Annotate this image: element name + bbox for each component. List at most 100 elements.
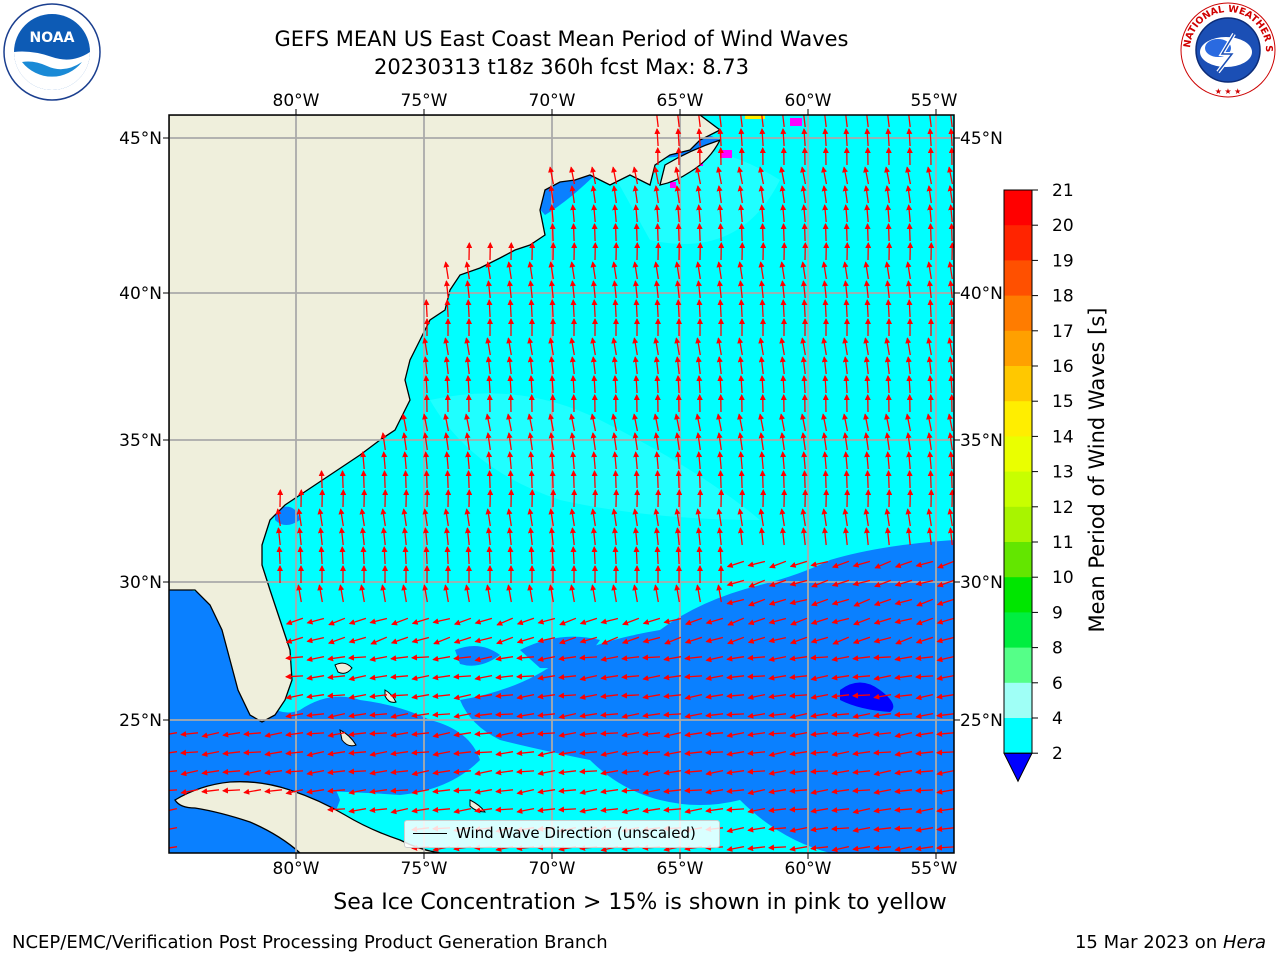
wind-wave-arrow xyxy=(464,432,471,451)
chart-title: GEFS MEAN US East Coast Mean Period of W… xyxy=(274,27,849,51)
wind-wave-arrow xyxy=(654,470,661,489)
wind-wave-arrow xyxy=(306,769,325,776)
wind-wave-arrow xyxy=(927,451,934,470)
colorbar-segment xyxy=(1004,577,1032,613)
wind-wave-arrow xyxy=(675,204,682,223)
wind-wave-arrow xyxy=(916,598,934,607)
wind-wave-arrow xyxy=(884,337,891,356)
wind-wave-arrow xyxy=(885,470,892,489)
wind-wave-arrow xyxy=(821,432,828,451)
wind-wave-arrow xyxy=(696,128,703,147)
wind-wave-arrow xyxy=(726,579,745,587)
wind-wave-arrow xyxy=(506,527,513,546)
wind-wave-arrow xyxy=(936,788,954,795)
wind-wave-arrow xyxy=(831,825,850,832)
wind-wave-arrow xyxy=(402,451,409,470)
wind-wave-arrow xyxy=(789,826,808,834)
wind-wave-arrow xyxy=(495,655,514,662)
wind-wave-arrow xyxy=(936,730,954,737)
wind-wave-arrow xyxy=(632,413,639,432)
wind-wave-arrow xyxy=(464,413,471,432)
wind-wave-arrow xyxy=(306,617,325,625)
wind-wave-arrow xyxy=(769,560,787,569)
wind-wave-arrow xyxy=(474,617,493,625)
wind-wave-arrow xyxy=(874,579,892,588)
wind-wave-arrow xyxy=(726,769,745,776)
wind-wave-arrow xyxy=(360,451,367,470)
lat-tick-right: 45°N xyxy=(960,129,1003,149)
wind-wave-arrow xyxy=(831,788,850,795)
wind-wave-arrow xyxy=(474,730,493,737)
wind-wave-arrow xyxy=(569,432,576,451)
wind-wave-arrow xyxy=(443,280,450,299)
wind-wave-arrow xyxy=(591,470,598,489)
wind-wave-arrow xyxy=(423,375,430,394)
wind-wave-arrow xyxy=(705,788,724,795)
wind-wave-arrow xyxy=(696,451,703,470)
wind-wave-arrow xyxy=(423,470,430,489)
wind-wave-arrow xyxy=(591,546,598,565)
wind-wave-arrow xyxy=(516,768,535,775)
wind-wave-arrow xyxy=(537,750,556,758)
wind-wave-arrow xyxy=(642,617,661,625)
wind-wave-arrow xyxy=(905,166,912,185)
wind-wave-arrow xyxy=(705,674,724,681)
wind-wave-arrow xyxy=(633,375,640,394)
wind-wave-arrow xyxy=(936,693,954,700)
wind-wave-arrow xyxy=(831,693,850,700)
wind-wave-arrow xyxy=(738,223,745,242)
wind-wave-arrow xyxy=(444,299,451,318)
wind-wave-arrow xyxy=(453,807,472,815)
wind-wave-arrow xyxy=(611,261,618,280)
wind-wave-arrow xyxy=(390,673,409,680)
wind-wave-arrow xyxy=(621,655,640,662)
wind-wave-arrow xyxy=(549,223,556,242)
wind-wave-arrow xyxy=(779,356,786,375)
wind-wave-arrow xyxy=(369,693,388,700)
wind-wave-arrow xyxy=(590,337,597,356)
wind-wave-arrow xyxy=(549,470,556,489)
wind-wave-arrow xyxy=(705,712,724,719)
wind-wave-arrow xyxy=(716,261,723,280)
wind-wave-arrow xyxy=(675,128,682,147)
wind-wave-arrow xyxy=(549,375,556,394)
wind-wave-arrow xyxy=(380,527,387,546)
wind-wave-arrow xyxy=(716,432,723,451)
wind-wave-arrow xyxy=(821,527,828,546)
colorbar-tick-label: 20 xyxy=(1052,216,1074,236)
wind-wave-arrow xyxy=(611,508,618,527)
wind-wave-arrow xyxy=(779,185,786,204)
wind-wave-arrow xyxy=(570,546,577,565)
wind-wave-arrow xyxy=(570,204,577,223)
wind-wave-arrow xyxy=(465,375,472,394)
wind-wave-arrow xyxy=(789,806,808,813)
wind-wave-arrow xyxy=(873,636,892,644)
wind-wave-arrow xyxy=(360,546,367,565)
wind-wave-arrow xyxy=(486,451,493,470)
wind-wave-arrow xyxy=(402,546,409,565)
wind-wave-arrow xyxy=(884,280,891,299)
wind-wave-arrow xyxy=(894,579,913,587)
wind-wave-arrow xyxy=(516,807,535,814)
wind-wave-arrow xyxy=(884,166,891,185)
wind-wave-arrow xyxy=(884,261,891,280)
wind-wave-arrow xyxy=(369,807,388,814)
wind-wave-arrow xyxy=(579,768,598,775)
wind-wave-arrow xyxy=(464,508,471,527)
colorbar-segment xyxy=(1004,471,1032,508)
wind-wave-arrow xyxy=(842,432,849,451)
wind-wave-arrow xyxy=(894,674,913,681)
wind-wave-arrow xyxy=(621,787,640,794)
wind-wave-arrow xyxy=(863,508,870,527)
wind-wave-arrow xyxy=(926,527,933,546)
wind-wave-arrow xyxy=(884,508,891,527)
wind-wave-arrow xyxy=(653,413,660,432)
wind-wave-arrow xyxy=(528,546,535,565)
wind-wave-arrow xyxy=(422,584,429,603)
wind-wave-arrow xyxy=(831,560,850,569)
wind-wave-arrow xyxy=(506,356,513,375)
wind-wave-arrow xyxy=(927,204,934,223)
wind-wave-arrow xyxy=(443,508,450,527)
colorbar-segment xyxy=(1004,225,1032,261)
wind-wave-arrow xyxy=(906,299,913,318)
